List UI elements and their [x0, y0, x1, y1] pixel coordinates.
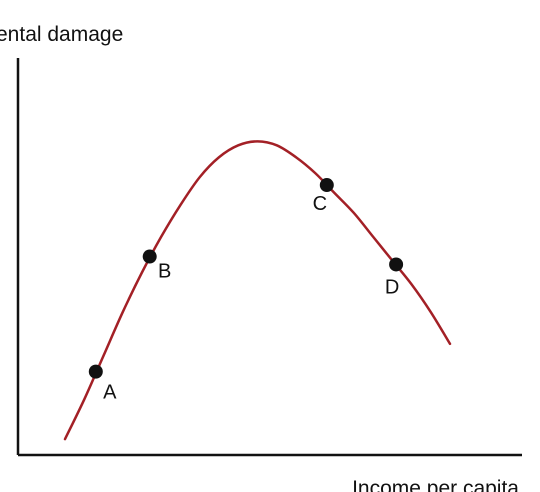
point-label-c: C	[313, 193, 327, 215]
point-a	[88, 364, 103, 379]
point-label-b: B	[158, 261, 171, 283]
point-label-d: D	[385, 276, 399, 298]
ekc-curve	[63, 140, 452, 441]
point-b	[142, 249, 157, 264]
y-axis-label: ental damage	[0, 23, 123, 46]
point-c	[319, 178, 334, 193]
axes	[16, 58, 522, 457]
x-axis-label: Income per capita	[352, 477, 519, 492]
point-label-a: A	[103, 382, 117, 404]
point-d	[389, 257, 404, 272]
points-layer: A B C D	[88, 178, 404, 404]
